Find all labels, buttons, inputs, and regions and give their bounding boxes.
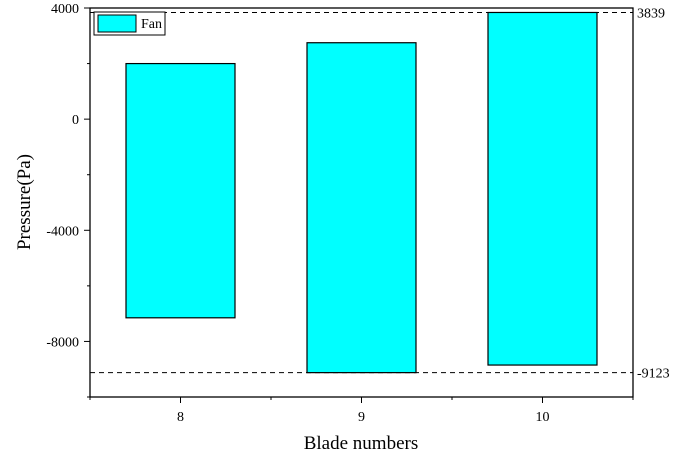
bar-10 bbox=[487, 11, 598, 366]
y-tick-label-3: -8000 bbox=[46, 335, 79, 350]
y-axis-title: Pressure(Pa) bbox=[14, 154, 35, 250]
reference-line-label-1: -9123 bbox=[637, 367, 670, 382]
y-tick-label-0: 4000 bbox=[51, 2, 79, 17]
x-tick-label-10: 10 bbox=[536, 410, 550, 425]
reference-line-label-0: 3839 bbox=[637, 6, 665, 21]
y-tick-label-2: -4000 bbox=[46, 224, 79, 239]
bar-8 bbox=[125, 62, 236, 319]
legend: Fan bbox=[93, 11, 166, 36]
x-tick-label-9: 9 bbox=[358, 410, 365, 425]
y-tick-label-1: 0 bbox=[72, 113, 79, 128]
legend-label-fan: Fan bbox=[141, 17, 162, 32]
bar-9 bbox=[306, 42, 417, 374]
x-axis-title: Blade numbers bbox=[304, 433, 419, 454]
x-tick-label-8: 8 bbox=[177, 410, 184, 425]
legend-swatch-fan bbox=[97, 14, 137, 33]
